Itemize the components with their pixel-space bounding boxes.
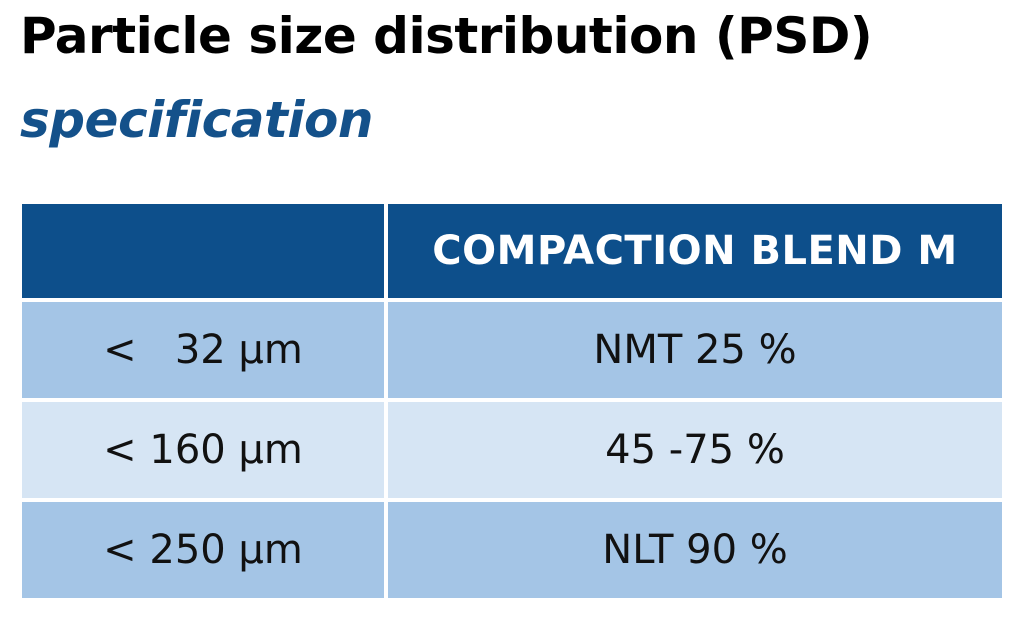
header-cell-compaction-blend: COMPACTION BLEND M (388, 204, 1002, 298)
table-header-row: COMPACTION BLEND M (22, 204, 1002, 298)
value-cell: 45 -75 % (388, 402, 1002, 498)
page-subtitle: specification (20, 91, 374, 149)
header-cell-size (22, 204, 384, 298)
value-cell: NMT 25 % (388, 302, 1002, 398)
table-row: < 160 µm 45 -75 % (22, 402, 1002, 498)
table-row: < 32 µm NMT 25 % (22, 302, 1002, 398)
page-title: Particle size distribution (PSD) (20, 7, 873, 65)
size-cell: < 160 µm (22, 402, 384, 498)
size-cell: < 32 µm (22, 302, 384, 398)
table-row: < 250 µm NLT 90 % (22, 502, 1002, 598)
value-cell: NLT 90 % (388, 502, 1002, 598)
size-cell: < 250 µm (22, 502, 384, 598)
psd-specification-table: COMPACTION BLEND M < 32 µm NMT 25 % < 16… (18, 200, 1006, 602)
